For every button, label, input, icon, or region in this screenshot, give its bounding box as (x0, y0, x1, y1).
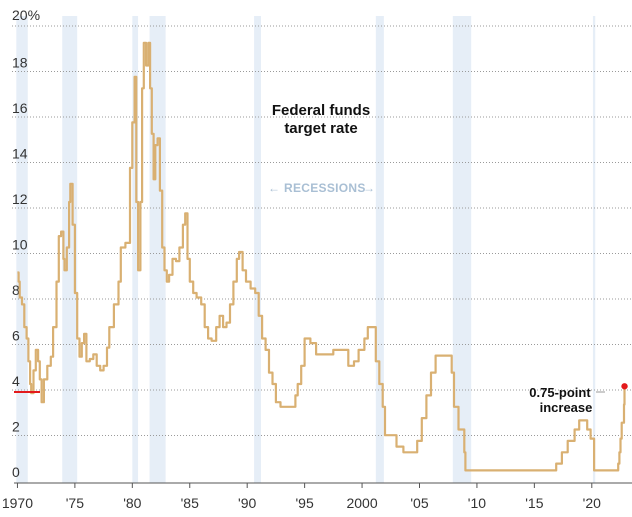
x-tick-label-2015: '15 (525, 495, 543, 511)
right-arrow-icon: → (363, 181, 375, 195)
y-tick-label-4: 4 (12, 373, 20, 389)
x-tick-label-1975: '75 (66, 495, 84, 511)
y-tick-label-16: 16 (12, 100, 28, 116)
recession-band-6 (452, 16, 472, 483)
recession-band-2 (132, 16, 139, 483)
left-arrow-icon: ← (268, 181, 280, 195)
recession-band-3 (149, 16, 166, 483)
x-tick-label-2010: '10 (468, 495, 486, 511)
recession-band-5 (375, 16, 384, 483)
x-tick-label-1985: '85 (181, 495, 199, 511)
y-tick-label-12: 12 (12, 191, 28, 207)
x-tick-label-1990: '90 (238, 495, 256, 511)
y-axis: 0 2 4 6 8 10 12 14 16 18 20% (12, 7, 40, 480)
chart-title-line-1: Federal funds (272, 102, 370, 119)
x-tick-label-2020: '20 (583, 495, 601, 511)
y-tick-label-6: 6 (12, 328, 20, 344)
x-tick-label-1980: '80 (123, 495, 141, 511)
y-tick-label-0: 0 (12, 464, 20, 480)
rate-line (17, 41, 626, 472)
x-tick-label-2005: '05 (410, 495, 428, 511)
annotation-line-1: 0.75-point (529, 385, 591, 400)
gridlines (12, 25, 632, 436)
recession-band-7 (592, 16, 596, 483)
y-tick-label-10: 10 (12, 237, 28, 253)
recession-band-1 (62, 16, 78, 483)
recessions-label: ← RECESSIONS → (268, 181, 375, 195)
x-tick-label-2000: 2000 (346, 495, 377, 511)
recession-band-4 (254, 16, 261, 483)
x-axis: 1970 '75 '80 '85 '90 '95 2000 '05 '10 '15 '20 (2, 482, 632, 511)
x-tick-label-1970: 1970 (2, 495, 33, 511)
y-tick-label-2: 2 (12, 419, 20, 435)
chart-title-line-2: target rate (284, 120, 357, 137)
recession-bands (16, 16, 596, 483)
x-tick-label-1995: '95 (295, 495, 313, 511)
annotation-line-2: increase (540, 400, 593, 415)
latest-rate-dot (621, 383, 628, 390)
y-tick-label-14: 14 (12, 146, 28, 162)
recession-band-0 (16, 16, 28, 483)
recessions-label-text: RECESSIONS (284, 181, 366, 195)
rate-series-line (17, 41, 626, 472)
y-tick-label-8: 8 (12, 282, 20, 298)
y-tick-label-18: 18 (12, 55, 28, 71)
y-unit-label: 20% (12, 7, 40, 23)
